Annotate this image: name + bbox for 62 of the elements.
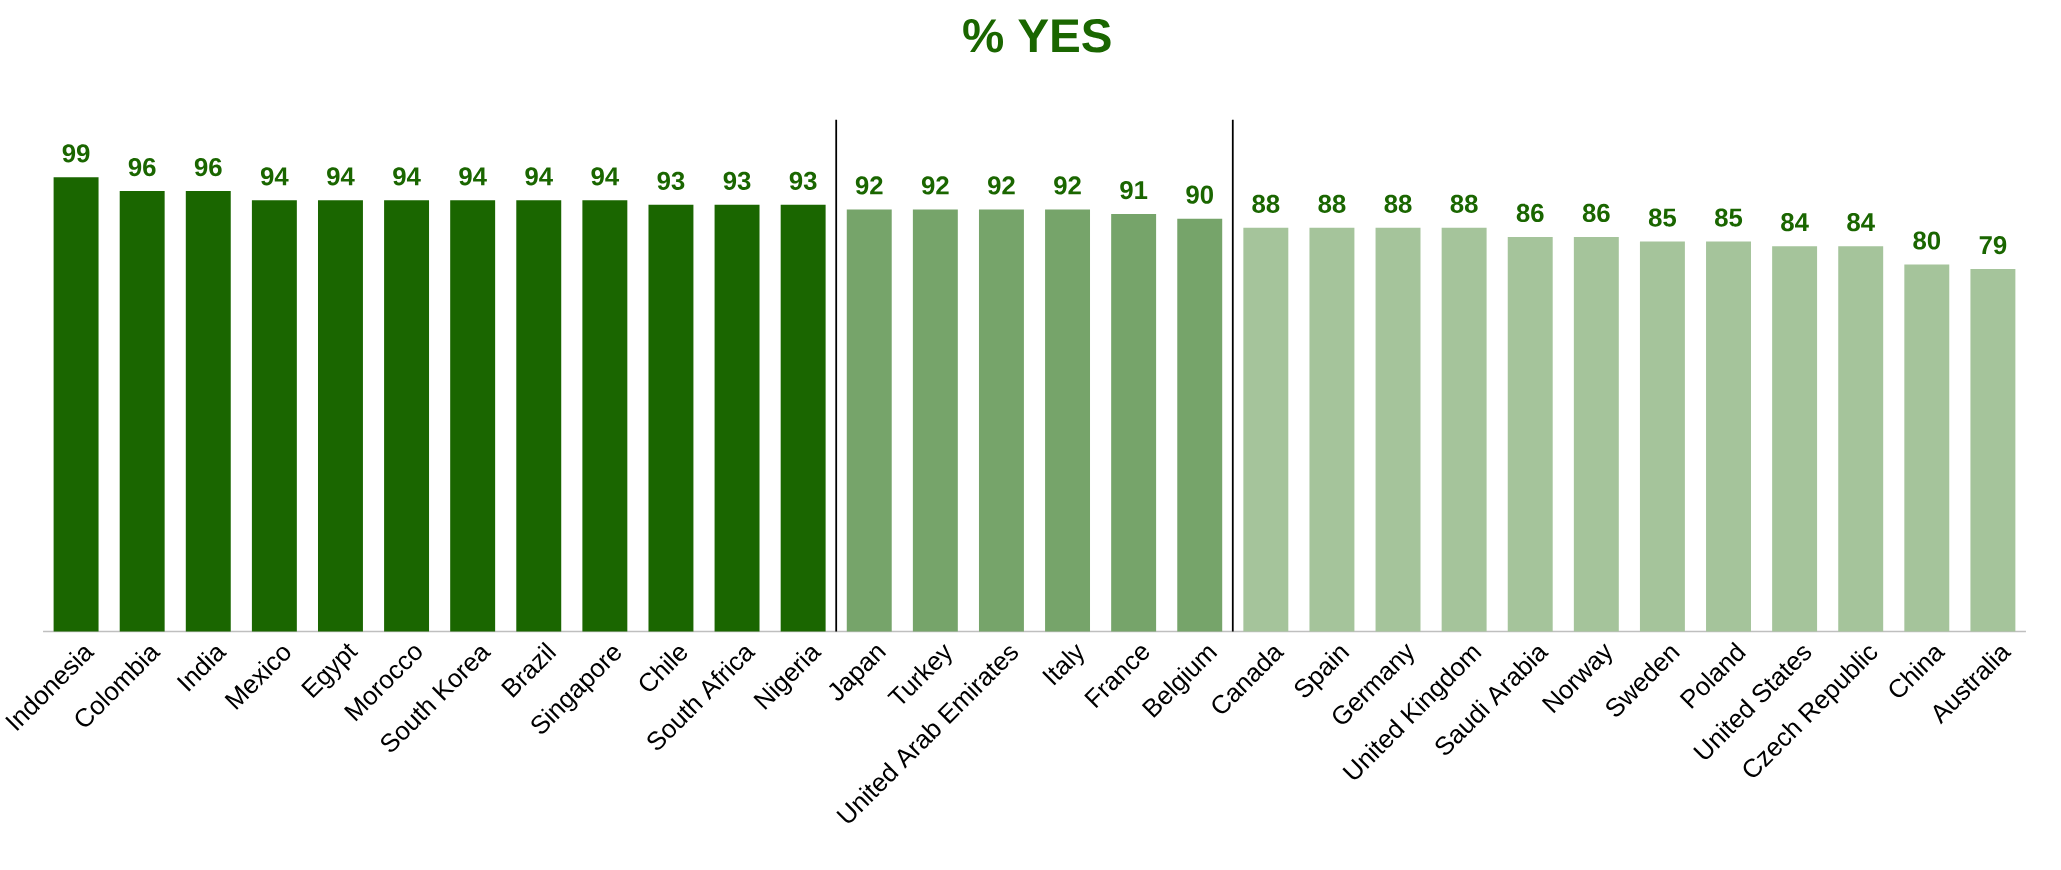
data-label: 92 <box>921 176 949 195</box>
bar <box>1838 246 1884 632</box>
bar <box>978 209 1024 632</box>
data-label: 86 <box>1582 203 1610 223</box>
data-label: 85 <box>1648 208 1677 227</box>
bar <box>1441 227 1487 632</box>
data-label: 93 <box>657 171 685 191</box>
bar <box>384 200 430 632</box>
data-label: 96 <box>194 158 222 177</box>
bar <box>318 200 363 632</box>
bar <box>1573 237 1619 632</box>
bar <box>846 209 892 632</box>
bar <box>1706 241 1751 632</box>
bar <box>648 204 694 632</box>
bar <box>119 191 165 632</box>
data-label: 92 <box>1054 176 1081 195</box>
bar <box>1639 241 1685 632</box>
chart-title: % YES <box>963 19 1111 53</box>
data-label: 88 <box>1450 194 1478 213</box>
data-label: 84 <box>1847 213 1875 232</box>
data-label: 85 <box>1715 208 1743 227</box>
data-label: 94 <box>591 167 620 186</box>
data-label: 79 <box>1979 236 2007 255</box>
bar <box>912 209 958 632</box>
bar <box>1177 218 1223 632</box>
bar <box>185 191 231 632</box>
data-label: 86 <box>1516 203 1544 223</box>
data-label: 92 <box>855 176 883 195</box>
bar <box>1309 227 1355 632</box>
data-label: 91 <box>1120 181 1148 200</box>
data-label: 84 <box>1781 213 1809 232</box>
data-label: 96 <box>128 158 156 177</box>
bar <box>53 177 99 632</box>
bar <box>1904 264 1950 632</box>
data-label: 88 <box>1318 194 1346 213</box>
data-label: 99 <box>62 144 90 163</box>
bar <box>251 200 297 632</box>
data-label: 93 <box>723 171 751 191</box>
data-label: 94 <box>393 167 421 186</box>
bar <box>1970 269 2016 632</box>
data-label: 80 <box>1913 231 1941 250</box>
bar <box>582 200 628 632</box>
bar <box>780 204 826 632</box>
bar <box>1111 214 1157 632</box>
bar <box>714 204 760 632</box>
data-label: 88 <box>1384 194 1412 213</box>
bar <box>450 200 496 632</box>
x-tick-label: Italy <box>1042 644 1084 686</box>
data-label: 94 <box>260 167 289 186</box>
data-label: 94 <box>459 167 487 186</box>
data-label: 94 <box>327 167 355 186</box>
bar <box>1375 227 1421 632</box>
bar <box>1507 237 1553 632</box>
data-label: 94 <box>525 167 553 186</box>
bar <box>516 200 562 632</box>
data-label: 92 <box>988 176 1015 195</box>
data-label: 90 <box>1186 185 1213 204</box>
data-label: 88 <box>1252 194 1280 213</box>
bar <box>1772 246 1818 632</box>
data-label: 93 <box>789 171 817 191</box>
bar <box>1045 209 1091 632</box>
bar <box>1243 227 1289 632</box>
